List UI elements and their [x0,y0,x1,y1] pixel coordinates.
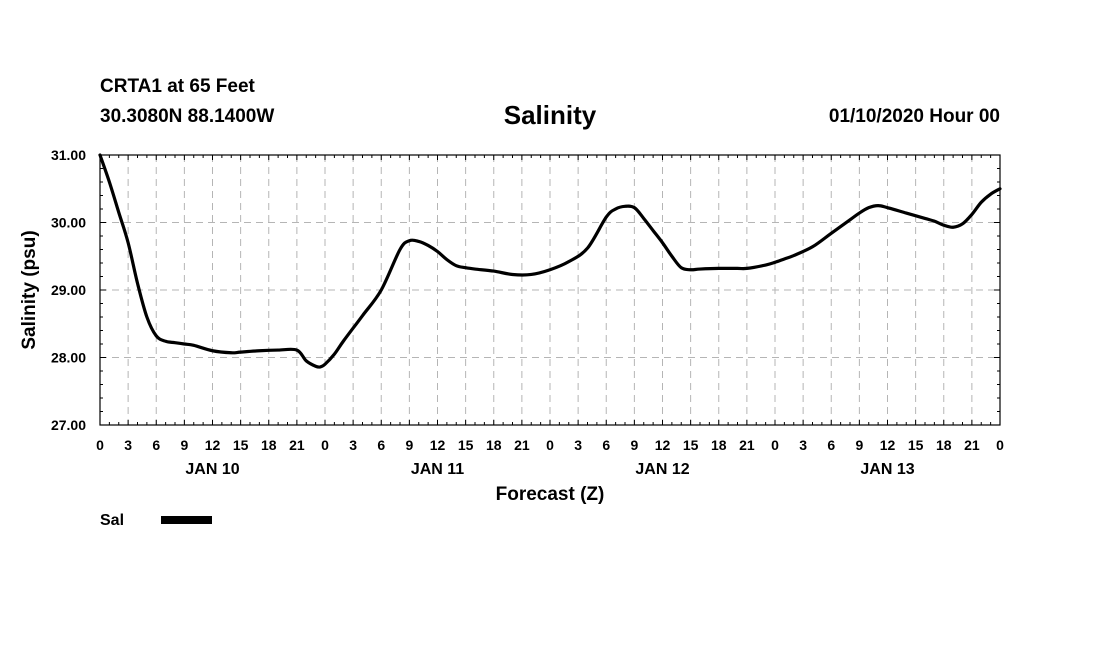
x-tick-label: 6 [152,437,160,453]
x-tick-label: 0 [96,437,104,453]
station-label: CRTA1 at 65 Feet [100,76,255,97]
legend-swatch-sal [161,516,212,524]
chart-title: Salinity [503,100,597,130]
x-tick-label: 6 [377,437,385,453]
x-tick-label: 18 [486,437,502,453]
x-tick-labels: 0 3 6 9 12 15 18 21 0 3 6 9 12 15 18 21 0 3 6 9 12 15 18 21 0 3 6 9… [96,437,1004,453]
day-label: JAN 10 [185,461,239,478]
x-tick-label: 12 [880,437,896,453]
y-tick-label: 30.00 [51,215,86,231]
x-tick-label: 18 [936,437,952,453]
x-tick-label: 21 [739,437,755,453]
x-tick-label: 21 [289,437,305,453]
x-tick-label: 0 [546,437,554,453]
y-axis-title: Salinity (psu) [19,230,40,349]
day-label: JAN 13 [860,461,914,478]
y-tick-label: 31.00 [51,147,86,163]
coordinates-label: 30.3080N 88.1400W [100,106,275,127]
y-tick-label: 29.00 [51,282,86,298]
y-tick-labels: 27.00 28.00 29.00 30.00 31.00 [51,147,86,433]
x-tick-label: 15 [683,437,699,453]
x-tick-label: 6 [827,437,835,453]
x-tick-label: 9 [855,437,863,453]
x-tick-label: 9 [405,437,413,453]
day-labels: JAN 10 JAN 11 JAN 12 JAN 13 [185,461,914,478]
x-tick-label: 15 [458,437,474,453]
forecast-date-label: 01/10/2020 Hour 00 [828,106,1000,127]
x-tick-label: 0 [771,437,779,453]
day-label: JAN 12 [635,461,689,478]
x-tick-label: 12 [205,437,221,453]
legend-label: Sal [100,512,124,529]
x-tick-label: 3 [799,437,807,453]
grid [100,155,1000,425]
x-tick-label: 3 [349,437,357,453]
x-tick-label: 15 [908,437,924,453]
x-tick-label: 0 [996,437,1004,453]
x-tick-label: 21 [964,437,980,453]
series-line-sal [98,153,1002,369]
x-tick-label: 0 [321,437,329,453]
y-tick-label: 28.00 [51,350,86,366]
x-tick-label: 12 [430,437,446,453]
x-tick-label: 18 [261,437,277,453]
x-tick-label: 21 [514,437,530,453]
x-tick-label: 6 [602,437,610,453]
y-tick-label: 27.00 [51,417,86,433]
x-axis-title: Forecast (Z) [496,484,605,505]
x-tick-label: 9 [630,437,638,453]
x-tick-label: 18 [711,437,727,453]
axis-ticks [99,154,1001,426]
x-tick-label: 3 [124,437,132,453]
x-tick-label: 12 [655,437,671,453]
x-tick-label: 9 [180,437,188,453]
day-label: JAN 11 [411,461,464,478]
x-tick-label: 3 [574,437,582,453]
x-tick-label: 15 [233,437,249,453]
